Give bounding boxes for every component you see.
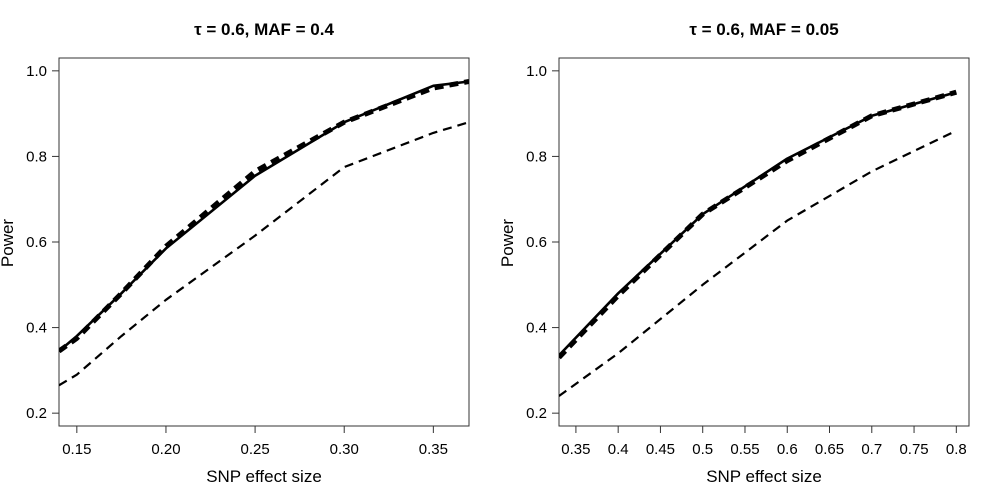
x-tick-label: 0.25 (240, 441, 269, 458)
x-tick-label: 0.30 (330, 441, 359, 458)
y-tick-label: 0.8 (526, 148, 547, 165)
plot-frame (558, 57, 970, 427)
x-tick-label: 0.8 (946, 441, 967, 458)
x-tick-label: 0.75 (899, 441, 928, 458)
series-line-solid (59, 80, 469, 353)
x-tick-label: 0.45 (646, 441, 675, 458)
plot-frame (58, 57, 470, 427)
x-axis-label: SNP effect size (706, 467, 822, 486)
chart-panel-maf-0-05: τ = 0.6, MAF = 0.05 Power SNP effect siz… (498, 20, 970, 486)
y-tick-label: 0.2 (26, 405, 47, 422)
x-tick-label: 0.55 (730, 441, 759, 458)
y-axis-label: Power (0, 219, 17, 268)
series-line-dashed-thick (559, 89, 957, 360)
x-axis-label: SNP effect size (206, 467, 322, 486)
series-line-solid (559, 90, 957, 357)
y-axis-label: Power (498, 219, 517, 268)
series-line-dashed (559, 129, 957, 397)
x-tick-label: 0.65 (815, 441, 844, 458)
x-tick-label: 0.5 (692, 441, 713, 458)
x-tick-label: 0.4 (608, 441, 629, 458)
x-tick-label: 0.35 (561, 441, 590, 458)
y-tick-label: 0.6 (26, 234, 47, 251)
x-tick-label: 0.15 (62, 441, 91, 458)
y-tick-label: 0.8 (26, 148, 47, 165)
y-tick-label: 0.6 (526, 234, 547, 251)
series-line-dashed (59, 121, 469, 387)
chart-title: τ = 0.6, MAF = 0.05 (689, 20, 838, 39)
x-tick-label: 0.35 (419, 441, 448, 458)
x-tick-label: 0.6 (777, 441, 798, 458)
y-tick-label: 1.0 (526, 63, 547, 80)
x-tick-label: 0.20 (151, 441, 180, 458)
chart-title: τ = 0.6, MAF = 0.4 (194, 20, 334, 39)
series-line-dashed-thick (59, 79, 469, 354)
y-tick-label: 0.4 (526, 320, 547, 337)
y-tick-label: 0.2 (526, 405, 547, 422)
chart-panel-maf-0-4: τ = 0.6, MAF = 0.4 Power SNP effect size… (0, 20, 470, 486)
y-tick-label: 1.0 (26, 63, 47, 80)
x-tick-label: 0.7 (861, 441, 882, 458)
y-tick-label: 0.4 (26, 320, 47, 337)
